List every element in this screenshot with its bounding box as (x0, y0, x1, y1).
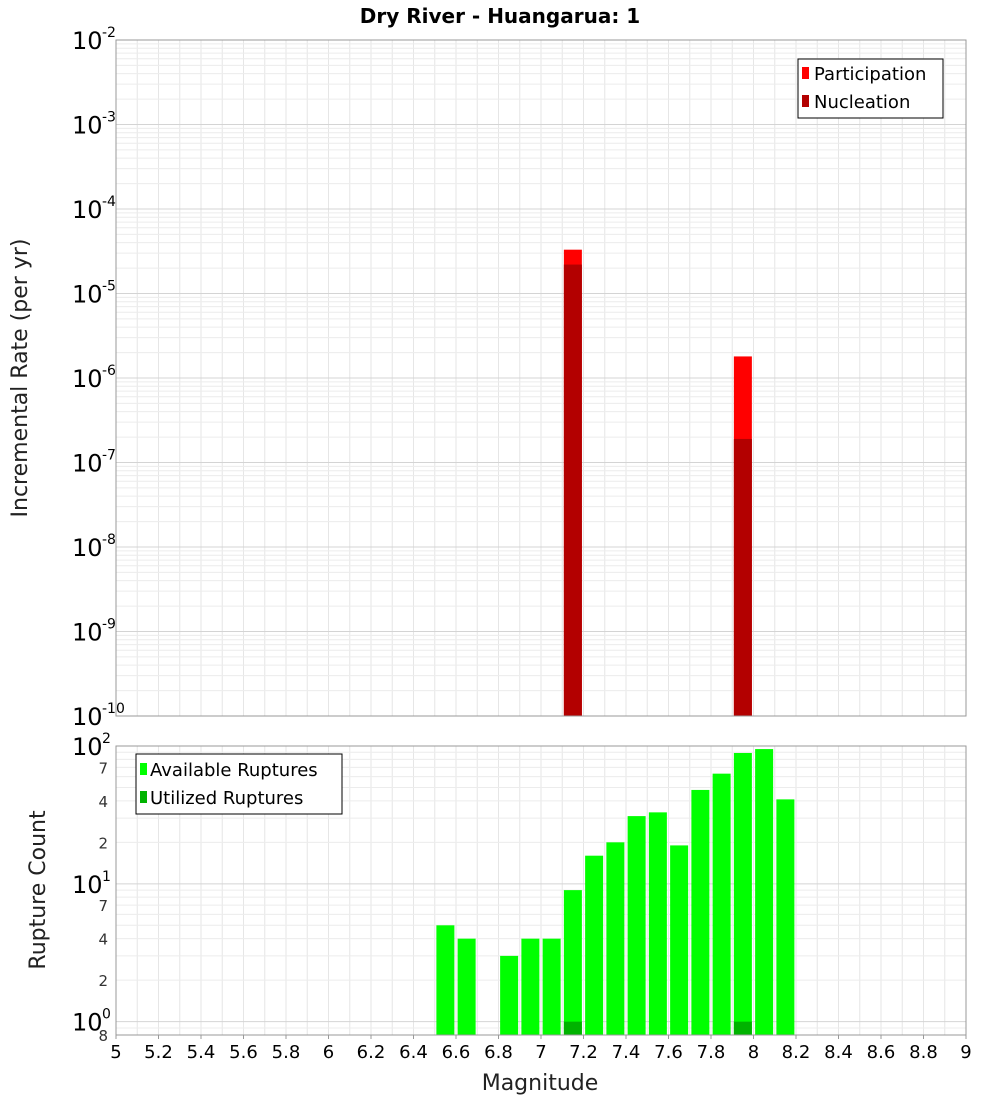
bar-available-ruptures (712, 773, 731, 1035)
bottom-y-minor-tick-label: 2 (98, 972, 108, 990)
bar-available-ruptures (585, 855, 604, 1035)
bottom-y-tick-label: 10 (72, 1009, 103, 1037)
top-y-tick-exponent: -7 (102, 448, 116, 464)
x-tick-label: 7 (535, 1042, 546, 1063)
top-y-tick-label: 10 (72, 619, 103, 647)
bar-available-ruptures (563, 890, 582, 1035)
x-tick-label: 8.8 (909, 1042, 938, 1063)
bottom-bars (436, 749, 795, 1035)
bar-nucleation (563, 264, 582, 716)
bottom-y-minor-tick-label: 8 (98, 1027, 108, 1045)
chart-title: Dry River - Huangarua: 1 (360, 4, 640, 28)
bar-available-ruptures (733, 752, 752, 1035)
bar-available-ruptures (542, 938, 561, 1035)
bottom-y-tick-exponent: 0 (102, 1007, 111, 1023)
x-tick-label: 8.6 (867, 1042, 896, 1063)
bottom-y-minor-tick-label: 4 (98, 793, 108, 811)
x-tick-label: 5.4 (187, 1042, 216, 1063)
bottom-y-minor-tick-label: 7 (98, 759, 108, 777)
top-y-tick-label: 10 (72, 27, 103, 55)
legend-swatch-nucleation (802, 95, 809, 107)
bar-available-ruptures (457, 938, 476, 1035)
top-legend: Participation Nucleation (797, 58, 944, 119)
bottom-legend: Available Ruptures Utilized Ruptures (135, 753, 343, 815)
legend-label-utilized: Utilized Ruptures (150, 788, 303, 809)
bottom-legend-box (135, 753, 343, 815)
top-plot-panel: 10-210-310-410-510-610-710-810-910-10 In… (8, 25, 967, 731)
x-tick-label: 6.6 (442, 1042, 471, 1063)
top-y-tick-exponent: -9 (102, 617, 116, 633)
top-legend-box (797, 58, 944, 119)
bottom-y-tick-exponent: 1 (102, 869, 111, 885)
top-y-tick-label: 10 (72, 365, 103, 393)
top-y-tick-exponent: -4 (102, 194, 116, 210)
x-tick-label: 7.8 (697, 1042, 726, 1063)
x-tick-label: 9 (960, 1042, 971, 1063)
top-y-tick-label: 10 (72, 534, 103, 562)
top-y-ticks: 10-210-310-410-510-610-710-810-910-10 (72, 25, 125, 731)
x-axis-label: Magnitude (482, 1071, 599, 1096)
bottom-y-minor-tick-label: 4 (98, 931, 108, 949)
top-y-tick-exponent: -6 (102, 363, 116, 379)
bar-available-ruptures (627, 816, 646, 1035)
top-y-axis-label: Incremental Rate (per yr) (8, 239, 33, 518)
x-tick-label: 6.2 (357, 1042, 386, 1063)
legend-swatch-available (140, 763, 147, 775)
x-tick-label: 6 (323, 1042, 334, 1063)
x-tick-label: 8.4 (824, 1042, 853, 1063)
top-bars (563, 249, 752, 716)
x-tick-label: 5 (110, 1042, 121, 1063)
bar-nucleation (733, 438, 752, 716)
bottom-y-tick-label: 10 (72, 733, 103, 761)
bar-available-ruptures (436, 925, 455, 1035)
top-y-tick-label: 10 (72, 196, 103, 224)
legend-label-participation: Participation (814, 64, 926, 85)
bottom-x-ticks: 5 5.2 5.4 5.6 5.8 6 6.2 6.4 6.6 6.8 7 7.2 7.4 7.6 7.8 8… (110, 1035, 972, 1063)
legend-label-available: Available Ruptures (150, 760, 318, 781)
x-tick-label: 7.6 (654, 1042, 683, 1063)
x-tick-label: 6.8 (484, 1042, 513, 1063)
x-tick-label: 6.4 (399, 1042, 428, 1063)
legend-label-nucleation: Nucleation (814, 92, 910, 113)
bar-available-ruptures (648, 812, 667, 1035)
x-tick-label: 5.2 (144, 1042, 173, 1063)
top-y-tick-label: 10 (72, 112, 103, 140)
bar-available-ruptures (500, 955, 519, 1035)
top-grid (115, 40, 967, 717)
top-y-tick-exponent: -10 (102, 701, 125, 717)
x-tick-label: 5.6 (229, 1042, 258, 1063)
top-y-tick-exponent: -3 (102, 110, 116, 126)
legend-swatch-utilized (140, 791, 147, 803)
x-tick-label: 5.8 (272, 1042, 301, 1063)
top-y-tick-label: 10 (72, 703, 103, 731)
bar-available-ruptures (776, 799, 795, 1035)
bottom-y-tick-exponent: 2 (102, 731, 111, 747)
top-y-tick-label: 10 (72, 281, 103, 309)
bottom-y-tick-label: 10 (72, 871, 103, 899)
bar-available-ruptures (670, 845, 689, 1035)
x-tick-label: 8 (748, 1042, 759, 1063)
top-y-tick-exponent: -5 (102, 279, 116, 295)
legend-swatch-participation (802, 67, 809, 79)
top-plot-border (115, 39, 967, 717)
x-tick-label: 7.4 (612, 1042, 641, 1063)
bar-available-ruptures (606, 842, 625, 1035)
bottom-y-axis-label: Rupture Count (26, 810, 51, 970)
bottom-y-minor-tick-label: 7 (98, 897, 108, 915)
bar-available-ruptures (521, 938, 540, 1035)
bar-available-ruptures (691, 789, 710, 1035)
x-tick-label: 7.2 (569, 1042, 598, 1063)
top-y-tick-exponent: -2 (102, 25, 116, 41)
bottom-y-minor-tick-label: 2 (98, 834, 108, 852)
top-y-tick-label: 10 (72, 450, 103, 478)
x-tick-label: 8.2 (782, 1042, 811, 1063)
bar-utilized-ruptures (733, 1021, 752, 1035)
top-y-tick-exponent: -8 (102, 532, 116, 548)
bar-utilized-ruptures (563, 1021, 582, 1035)
bar-available-ruptures (755, 749, 774, 1035)
